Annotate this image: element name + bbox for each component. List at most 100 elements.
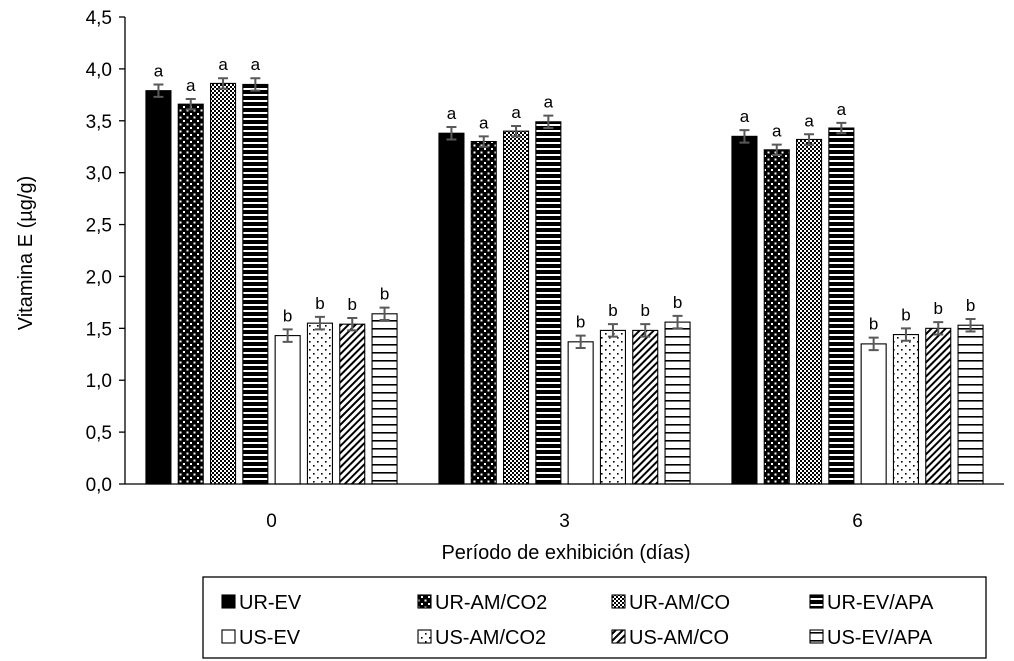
y-tick-label: 4,0 [86,60,112,81]
bar-ur-ev-day-3 [438,132,465,485]
y-tick-label: 0,0 [86,475,112,496]
significance-label: b [641,301,650,320]
error-bar-ur-ev-day-6 [739,129,750,144]
bar-us-am-co-day-3 [632,329,659,485]
bar-ur-ev-apa-day-6 [828,127,855,485]
legend-swatch-ur-ev-apa [809,594,824,609]
bar-ur-am-co-day-0 [210,82,237,485]
y-tick-label: 0,5 [86,423,112,444]
x-axis-title: Período de exhibición (días) [441,542,690,564]
legend-label-ur-am-co2: UR-AM/CO2 [435,592,547,614]
error-bar-ur-am-co2-day-6 [771,143,782,157]
legend-swatch-us-am-co2 [417,629,432,644]
significance-label: b [608,301,617,320]
significance-label: b [283,306,292,325]
significance-label: a [447,104,457,123]
legend-swatch-ur-ev [221,594,236,609]
significance-label: b [348,295,357,314]
error-bar-us-am-co2-day-3 [607,323,618,338]
legend-swatch-us-ev-apa [809,629,824,644]
significance-label: b [966,296,975,315]
bar-us-am-co2-day-0 [306,322,334,485]
bar-us-am-co2-day-6 [892,334,920,485]
significance-label: a [251,55,261,74]
error-bar-ur-am-co-day-0 [218,77,229,90]
bar-us-am-co2-day-3 [599,329,627,485]
y-tick-label: 2,0 [86,267,112,288]
legend-label-ur-am-co: UR-AM/CO [629,592,730,614]
significance-label: a [511,103,521,122]
significance-label: b [934,299,943,318]
bars-layer [145,82,984,485]
legend-items: UR-EV UR-AM/CO2 UR-AM/CO UR-EV/APA US-EV US-A… [221,592,934,649]
legend-swatch-us-ev [221,629,236,644]
y-tick-label: 1,5 [86,319,112,340]
y-tick-label: 3,0 [86,164,112,185]
legend-label-ur-ev-apa: UR-EV/APA [827,592,934,614]
significance-label: a [218,55,228,74]
error-bar-us-ev-day-0 [282,328,293,343]
y-ticks: 0,0 0,5 1,0 1,5 2,0 2,5 3,0 3,5 4,0 4,5 [86,8,125,496]
error-bar-ur-am-co-day-6 [804,133,815,146]
error-bar-us-ev-day-6 [868,336,879,352]
significance-label: a [740,107,750,126]
error-bar-us-ev-day-3 [575,334,586,350]
error-bar-ur-ev-day-0 [153,83,164,98]
significance-label: b [380,285,389,304]
y-axis-title: Vitamina E (µg/g) [15,176,37,331]
x-category-label: 3 [559,511,570,532]
significance-label: b [901,305,910,324]
significance-label: a [772,122,782,141]
bar-ur-am-co2-day-3 [470,140,497,485]
legend-swatch-us-am-co [611,629,626,644]
legend-label-us-ev-apa: US-EV/APA [827,627,933,649]
error-bar-ur-am-co-day-3 [511,124,522,138]
significance-label: a [837,100,847,119]
significance-labels-layer: a a a a b b b b a a a a b b b b a a a a b b b b [154,55,976,333]
bar-ur-am-co-day-3 [502,130,530,485]
bar-us-ev-apa-day-0 [371,313,398,485]
x-category-label: 0 [266,511,277,532]
significance-label: b [673,293,682,312]
error-bar-ur-ev-day-3 [446,126,457,141]
bar-ur-am-co2-day-0 [177,103,204,485]
significance-label: a [186,76,196,95]
legend-swatch-ur-am-co [611,594,626,609]
legend-label-us-am-co2: US-AM/CO2 [435,627,546,649]
significance-label: b [576,313,585,332]
legend-label-us-ev: US-EV [239,627,301,649]
error-bar-us-am-co-day-3 [640,323,651,338]
legend-label-ur-ev: UR-EV [239,592,302,614]
error-bar-us-ev-apa-day-3 [672,314,683,330]
legend: UR-EV UR-AM/CO2 UR-AM/CO UR-EV/APA US-EV US-A… [202,576,987,659]
significance-label: b [315,294,324,313]
significance-label: b [869,315,878,334]
bar-us-ev-day-3 [567,341,594,485]
bar-ur-ev-day-0 [145,90,172,485]
bar-ur-ev-apa-day-0 [242,83,269,485]
x-category-labels: 0 3 6 [266,511,863,532]
y-tick-label: 4,5 [86,8,112,29]
axes: 0,0 0,5 1,0 1,5 2,0 2,5 3,0 3,5 4,0 4,5 0 3 6 [86,8,1004,532]
bar-us-ev-apa-day-3 [664,321,691,485]
bar-us-am-co-day-0 [339,323,366,485]
legend-box [202,576,987,659]
y-tick-label: 2,5 [86,216,112,237]
error-bar-us-am-co2-day-0 [314,315,325,331]
significance-label: a [154,61,164,80]
significance-label: a [804,111,814,130]
error-bar-ur-am-co2-day-0 [185,97,196,111]
error-bar-ur-ev-apa-day-3 [543,114,554,130]
bar-ur-am-co-day-6 [795,138,823,485]
significance-label: a [479,113,489,132]
error-bar-ur-ev-apa-day-0 [250,77,261,92]
error-bar-us-am-co2-day-6 [900,327,911,342]
error-bar-ur-am-co2-day-3 [478,135,489,148]
error-bar-us-am-co-day-6 [933,321,944,336]
legend-label-us-am-co: US-AM/CO [629,627,729,649]
bar-us-ev-day-0 [274,335,301,485]
bar-us-ev-day-6 [860,343,887,485]
bar-ur-ev-apa-day-3 [535,121,562,485]
error-bar-us-am-co-day-0 [347,316,358,332]
